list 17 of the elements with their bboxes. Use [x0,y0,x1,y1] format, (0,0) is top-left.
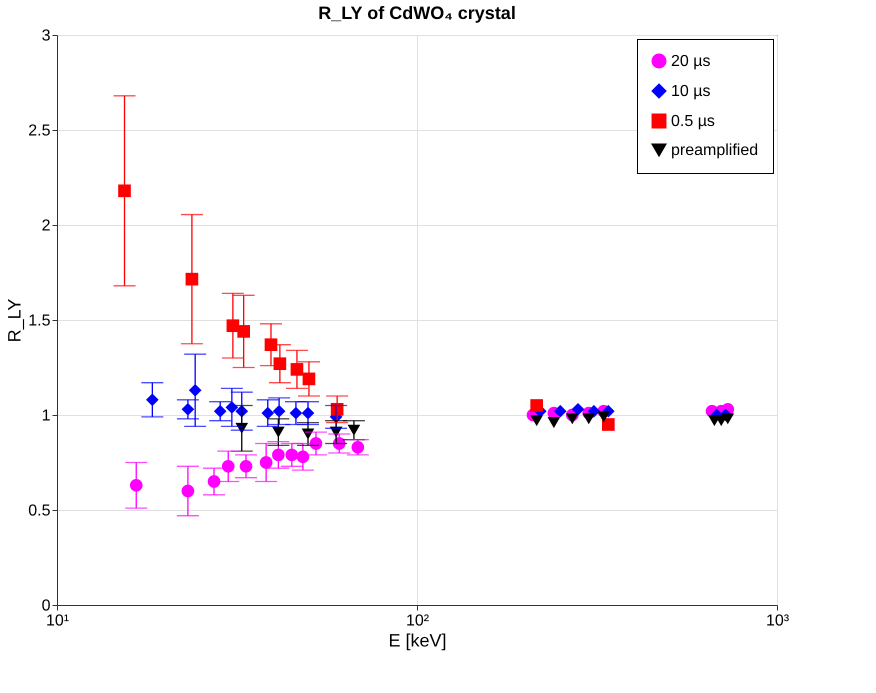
y-tick-label: 2.5 [28,122,51,140]
y-tick-label: 3 [42,28,51,44]
legend-label: 0.5 µs [671,113,715,130]
legend-label: 10 µs [671,83,710,100]
legend-label: 20 µs [671,53,710,70]
legend-label: preamplified [671,142,758,159]
y-axis-title: R_LY [4,298,24,342]
y-tick-label: 0.5 [28,502,51,520]
x-axis-title: E [keV] [388,630,447,650]
x-tick-label: 10² [406,612,430,630]
y-tick-label: 1 [42,408,51,424]
y-tick-label: 2 [42,218,51,234]
x-tick-label: 10³ [766,612,790,630]
y-tick-label: 1.5 [28,312,51,330]
y-tick-label: 0 [42,598,51,614]
chart-title: R_LY of CdWO₄ crystal [318,3,516,23]
x-tick-label: 10¹ [46,612,70,630]
